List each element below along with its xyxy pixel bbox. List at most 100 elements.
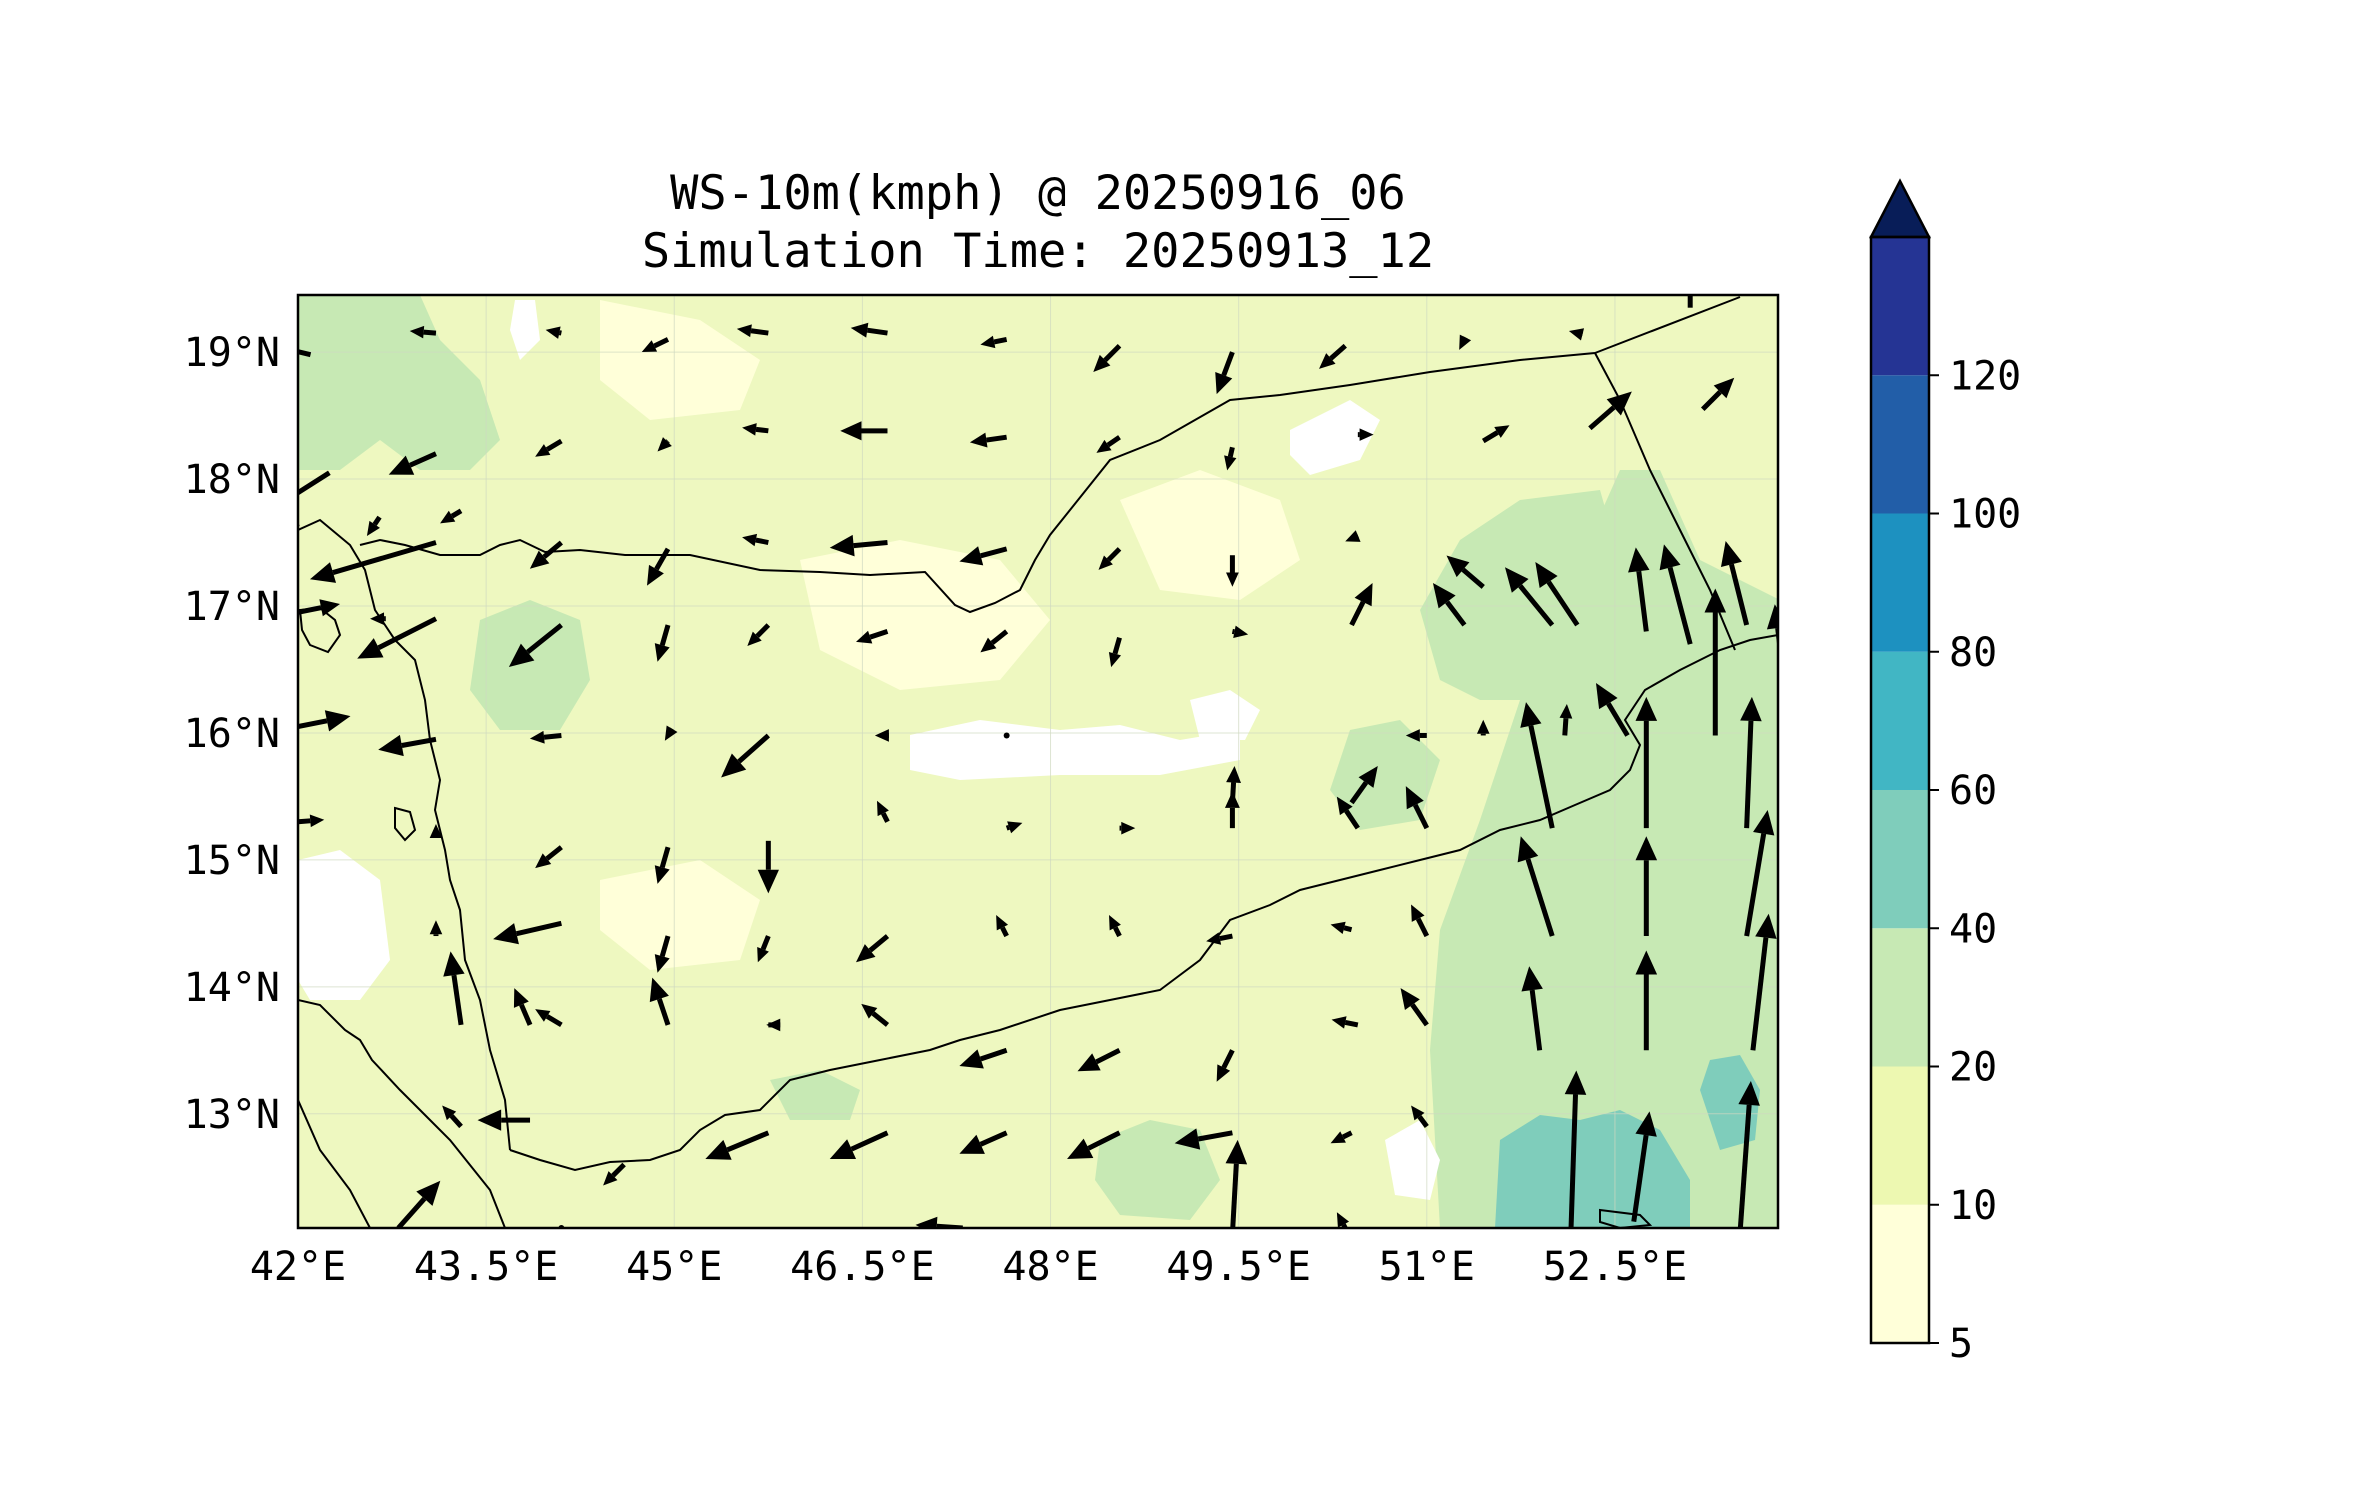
colorbar: 5 10 20 40 60 80 100 120 [1868, 178, 2021, 1367]
wind-vector [1687, 295, 1693, 308]
wind-vector [1700, 377, 1735, 412]
wind-vector [649, 977, 671, 1026]
lat-tick-label: 17°N [184, 584, 280, 630]
wind-vector [829, 1130, 889, 1160]
border-saudi-oman [1594, 296, 1741, 354]
wind-vector [1432, 583, 1467, 627]
wind-vector [1595, 682, 1630, 737]
colorbar-segment [1871, 237, 1929, 376]
wind-vector [855, 629, 889, 644]
wind-vector [1737, 1081, 1760, 1228]
wind-vector [1224, 791, 1240, 829]
lat-tick-label: 14°N [184, 965, 280, 1011]
wind-vector [396, 1180, 441, 1228]
wind-vector [876, 800, 890, 823]
colorbar-label: 5 [1949, 1321, 1973, 1367]
wind-vector [529, 730, 562, 744]
wind-vector [747, 623, 771, 647]
wind-vector [298, 710, 351, 732]
contour-patch-10-20 [1430, 470, 1778, 1228]
wind-vector [959, 1130, 1008, 1154]
wind-vector [1224, 446, 1237, 471]
wind-vector [370, 612, 386, 625]
lon-tick-label: 48°E [1002, 1244, 1098, 1290]
contour-patch-below-5 [1190, 690, 1260, 740]
contour-patch-below-5 [1290, 400, 1380, 475]
contour-patch-10-20 [470, 600, 590, 730]
contour-patch-5-10 [600, 860, 760, 970]
wind-vector [603, 1162, 626, 1186]
axis-ticks: 42°E 43.5°E 45°E 46.5°E 48°E 49.5°E 51°E 52.5°E… [184, 330, 1688, 1290]
colorbar-label: 40 [1949, 906, 1997, 952]
wind-vector [1096, 435, 1121, 453]
colorbar-segment [1871, 651, 1929, 790]
colorbar-segment [1871, 1204, 1929, 1343]
wind-vector [1704, 588, 1727, 736]
border-saudi-yemen [359, 352, 1596, 614]
lat-tick-label: 18°N [184, 457, 280, 503]
colorbar-extend-max [1868, 178, 1932, 239]
wind-vector [959, 1047, 1008, 1069]
wind-vector [641, 337, 670, 353]
wind-vector [959, 546, 1008, 566]
wind-vector [1568, 328, 1585, 341]
wind-vector [378, 734, 437, 757]
wind-vector [1481, 425, 1510, 444]
wind-vector [1405, 786, 1430, 830]
wind-vector [1635, 696, 1658, 829]
wind-vector [1231, 625, 1249, 638]
wind-vector [513, 988, 533, 1026]
wind-vector [508, 623, 563, 668]
wind-vector [493, 920, 562, 945]
wind-vector [1330, 921, 1353, 934]
wind-vector [1766, 604, 1778, 652]
wind-vector [1119, 821, 1136, 835]
wind-vector [443, 951, 465, 1026]
wind-vector [1476, 719, 1490, 736]
wind-vector [1796, 265, 1811, 302]
wind-vector [1659, 544, 1693, 645]
wind-vector [1744, 810, 1775, 937]
wind-vector [1225, 1139, 1248, 1228]
wind-vector [657, 437, 672, 452]
wind-vector [1446, 555, 1485, 589]
wind-vector [1174, 1128, 1233, 1150]
contour-patch-5-10 [600, 300, 760, 420]
coastline-africa-west [298, 1099, 371, 1228]
map-frame [296, 293, 1780, 1230]
wind-vector [969, 432, 1007, 448]
colorbar-segment [1871, 513, 1929, 652]
wind-vector [757, 935, 771, 963]
coastline-red-sea-east [298, 518, 511, 1151]
wind-vector [829, 534, 888, 557]
wind-vector [1345, 530, 1361, 542]
colorbar-label: 60 [1949, 768, 1997, 814]
contour-patch-10-20 [1420, 490, 1620, 700]
wind-vector [298, 814, 325, 828]
wind-vector [996, 915, 1009, 938]
contour-patch-below-5 [1385, 1120, 1440, 1200]
wind-vector [1411, 1105, 1429, 1128]
wind-vector [742, 533, 769, 547]
wind-vector [874, 729, 889, 742]
colorbar-label: 120 [1949, 353, 2021, 399]
wind-vector [1226, 555, 1239, 587]
lat-tick-label: 16°N [184, 711, 280, 757]
wind-vector [1216, 1049, 1235, 1082]
lon-tick-label: 51°E [1379, 1244, 1475, 1290]
lat-tick-label: 19°N [184, 330, 280, 376]
lon-tick-label: 52.5°E [1543, 1244, 1688, 1290]
wind-vector [366, 515, 382, 537]
island-kamaran [394, 806, 417, 842]
wind-vector [1067, 1130, 1121, 1160]
wind-vector [1459, 334, 1472, 350]
wind-vector [1005, 821, 1023, 834]
wind-vector [429, 823, 443, 838]
wind-vector [757, 840, 779, 894]
wind-vector [1740, 696, 1762, 829]
colorbar-segment [1871, 790, 1929, 929]
wind-vector [1564, 1070, 1587, 1228]
wind-vector [1098, 547, 1122, 570]
lon-tick-label: 42°E [250, 1244, 346, 1290]
wind-vector [721, 733, 770, 778]
